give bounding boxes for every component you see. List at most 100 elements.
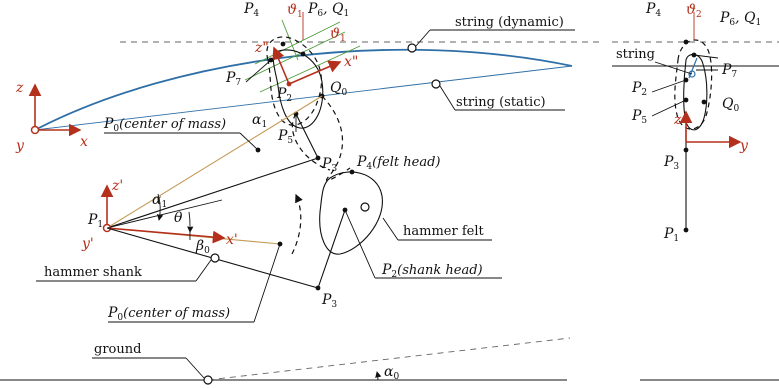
side-label-z: z (673, 112, 682, 128)
theta-ray (106, 199, 223, 229)
side-label-P7: P7 (721, 62, 737, 80)
label-theta: θ (174, 210, 183, 226)
leader (654, 61, 693, 75)
x-double-prime-axis (288, 60, 342, 85)
hammer-shank-marker (210, 253, 220, 263)
rotation-path (291, 113, 331, 171)
label-ground: ground (94, 342, 141, 357)
side-label-P6Q1: P6, Q1 (719, 10, 761, 28)
ground-marker (203, 375, 213, 385)
string-static-marker (431, 79, 441, 89)
leader (239, 132, 259, 151)
felt-head-outline (319, 171, 383, 255)
label-string-static: string (static) (456, 95, 546, 110)
leader (651, 99, 687, 117)
rotation-arrow (291, 193, 303, 255)
label-x-double-prime: x" (344, 54, 358, 70)
tangent-line (281, 19, 299, 61)
com-line-upper (106, 95, 323, 229)
shank-arm-lower (317, 209, 346, 289)
label-P2-top: P2 (276, 86, 292, 104)
side-point-P4 (683, 39, 689, 45)
label-P0-top: P0(center of mass) (103, 116, 226, 134)
label-beta0: β0 (195, 238, 210, 256)
ground-incline-line (207, 337, 571, 381)
point-P4-felt (349, 169, 355, 175)
side-label-P3: P3 (663, 154, 679, 172)
leader (245, 59, 272, 83)
label-P1: P1 (87, 212, 103, 230)
side-head-dynamic-outline (674, 39, 713, 130)
side-label-P1: P1 (663, 226, 679, 244)
label-P2-shank: P2(shank head) (381, 262, 483, 280)
side-point-Q0 (701, 99, 707, 105)
leader (693, 54, 719, 59)
tangent-line (254, 21, 341, 65)
alpha0-arc (375, 371, 382, 381)
side-label-y: y (739, 138, 749, 154)
leader (253, 243, 281, 323)
label-z-double-prime: z" (254, 40, 269, 56)
point-P4-top (280, 41, 286, 47)
tangent-line (259, 45, 361, 93)
side-string-segment (688, 57, 698, 79)
label-P4-felt: P4(felt head) (356, 154, 440, 172)
string-static-line (34, 65, 573, 131)
side-label-Q0: Q0 (722, 96, 739, 114)
leader (651, 79, 687, 93)
hammer-head-dynamic-outline (266, 36, 323, 126)
side-label-P4: P4 (645, 1, 661, 19)
leader (185, 357, 205, 379)
tangent-line (244, 31, 346, 81)
z-double-prime-axis (272, 46, 290, 85)
label-theta1b: ϑ1 (330, 26, 346, 44)
side-point-P3 (683, 147, 689, 153)
hammer-shank-upper (106, 157, 319, 229)
side-label-P5: P5 (631, 108, 647, 126)
label-x: x (80, 134, 88, 150)
label-hammer-shank: hammer shank (44, 265, 142, 280)
label-P5: P5 (277, 128, 293, 146)
label-alpha1-top: α1 (252, 112, 267, 130)
label-P4-top: P4 (243, 1, 259, 19)
label-P6Q1: P6, Q1 (307, 1, 349, 19)
side-label-P2: P2 (631, 80, 647, 98)
leader (195, 259, 212, 282)
side-label-string: string (616, 47, 655, 62)
alpha1-arc (157, 193, 164, 221)
label-z: z (15, 80, 24, 96)
label-Q0: Q0 (330, 80, 347, 98)
label-alpha1: α1 (152, 192, 167, 210)
label-P0-bottom: P0(center of mass) (107, 305, 230, 323)
leader (439, 85, 456, 111)
hammer-head-static-outline (272, 49, 324, 129)
point-P3-bottom (315, 285, 321, 291)
origin-marker (30, 125, 40, 135)
side-point-P1 (683, 227, 689, 233)
point-P6Q1 (300, 51, 306, 57)
string-dynamic-marker (407, 43, 417, 53)
side-head-static-outline (683, 53, 708, 131)
point-P2-top (286, 81, 292, 87)
string-dynamic-curve (34, 48, 573, 131)
hammer-felt-marker (360, 202, 370, 212)
label-alpha0: α0 (384, 364, 399, 382)
x-prime-axis (106, 227, 226, 244)
side-label-theta2: ϑ2 (686, 2, 702, 20)
theta-arc (188, 211, 191, 227)
label-string-dynamic: string (dynamic) (455, 15, 564, 30)
point-P3-top (315, 155, 321, 161)
shank-arm-upper (295, 113, 319, 159)
label-P3-bottom: P3 (321, 292, 337, 310)
label-theta1: ϑ1 (287, 2, 303, 20)
label-y-prime: y' (81, 236, 94, 252)
label-y: y (15, 138, 25, 154)
leader (344, 209, 376, 279)
label-x-prime: x' (226, 232, 238, 248)
label-P7: P7 (225, 70, 241, 88)
label-hammer-felt: hammer felt (403, 224, 484, 239)
label-P3-top: P3 (321, 156, 337, 174)
leader (382, 217, 399, 241)
leader (415, 29, 431, 47)
